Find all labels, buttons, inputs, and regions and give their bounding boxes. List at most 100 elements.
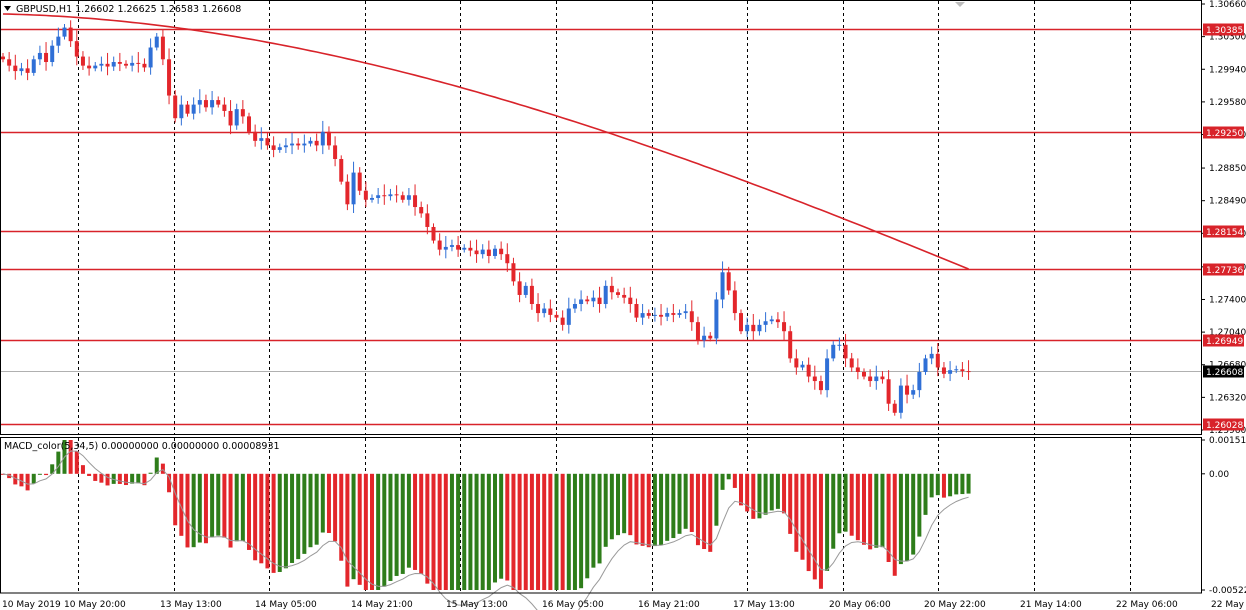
candle[interactable] xyxy=(886,370,891,411)
candle[interactable] xyxy=(31,55,36,76)
candle[interactable] xyxy=(185,100,190,117)
candle[interactable] xyxy=(499,241,504,260)
candle[interactable] xyxy=(259,127,264,150)
candle[interactable] xyxy=(443,236,448,259)
candle[interactable] xyxy=(683,304,688,319)
candle[interactable] xyxy=(456,236,461,257)
candle[interactable] xyxy=(240,100,245,124)
candle[interactable] xyxy=(935,342,940,377)
candle[interactable] xyxy=(283,138,288,154)
candle[interactable] xyxy=(80,51,85,70)
candle[interactable] xyxy=(179,95,184,126)
candle[interactable] xyxy=(339,155,344,185)
candle[interactable] xyxy=(87,56,92,76)
candle[interactable] xyxy=(320,120,325,155)
price-pane[interactable] xyxy=(1,13,1201,426)
candle[interactable] xyxy=(609,276,614,300)
candle[interactable] xyxy=(74,30,79,66)
candle[interactable] xyxy=(167,48,172,105)
candle[interactable] xyxy=(210,91,215,115)
candle[interactable] xyxy=(136,52,141,73)
candle[interactable] xyxy=(308,137,313,147)
candle[interactable] xyxy=(62,23,67,40)
candle[interactable] xyxy=(486,240,491,264)
candle[interactable] xyxy=(677,309,682,318)
candle[interactable] xyxy=(874,365,879,390)
candle[interactable] xyxy=(425,204,430,235)
candle[interactable] xyxy=(665,307,670,322)
candle[interactable] xyxy=(148,38,153,75)
candle[interactable] xyxy=(363,181,368,208)
candle[interactable] xyxy=(19,62,24,76)
candle[interactable] xyxy=(825,349,830,398)
candle[interactable] xyxy=(566,297,571,334)
candle[interactable] xyxy=(370,194,374,203)
candle[interactable] xyxy=(616,288,620,298)
candle[interactable] xyxy=(197,89,202,114)
candle[interactable] xyxy=(806,357,811,383)
candle[interactable] xyxy=(265,132,270,150)
candle[interactable] xyxy=(388,188,393,201)
candle[interactable] xyxy=(333,136,338,167)
candle[interactable] xyxy=(585,295,590,305)
candle[interactable] xyxy=(788,325,793,363)
candle[interactable] xyxy=(431,223,436,244)
candle[interactable] xyxy=(572,298,577,313)
candle[interactable] xyxy=(216,96,221,108)
symbol-triangle-icon[interactable] xyxy=(4,6,11,11)
candle[interactable] xyxy=(130,55,135,72)
candle[interactable] xyxy=(382,184,387,205)
candle[interactable] xyxy=(591,290,596,308)
candle[interactable] xyxy=(892,400,897,416)
candle[interactable] xyxy=(376,187,381,204)
candle[interactable] xyxy=(222,97,227,117)
candle[interactable] xyxy=(837,337,842,351)
candle[interactable] xyxy=(357,167,362,196)
candle[interactable] xyxy=(437,233,442,256)
candle[interactable] xyxy=(757,319,762,336)
candle[interactable] xyxy=(849,352,854,372)
candle[interactable] xyxy=(173,90,178,123)
candle[interactable] xyxy=(517,272,522,303)
candle[interactable] xyxy=(468,240,473,257)
candle[interactable] xyxy=(529,278,534,310)
candle[interactable] xyxy=(413,184,418,216)
candle[interactable] xyxy=(314,133,319,152)
candle[interactable] xyxy=(406,187,411,206)
candle[interactable] xyxy=(449,239,454,252)
candle[interactable] xyxy=(818,375,823,395)
candle[interactable] xyxy=(105,52,110,76)
candle[interactable] xyxy=(628,286,633,313)
candle[interactable] xyxy=(117,52,122,72)
candle[interactable] xyxy=(831,341,836,362)
candle[interactable] xyxy=(702,326,707,348)
candle[interactable] xyxy=(400,191,405,203)
candle[interactable] xyxy=(640,304,645,325)
moving-average-line[interactable] xyxy=(2,13,969,270)
candle[interactable] xyxy=(671,304,676,323)
scroll-marker-icon[interactable] xyxy=(955,2,965,7)
candle[interactable] xyxy=(25,59,30,81)
candle[interactable] xyxy=(93,62,98,72)
candle[interactable] xyxy=(50,40,55,67)
candle[interactable] xyxy=(462,244,467,253)
candle[interactable] xyxy=(1,52,5,63)
candle[interactable] xyxy=(868,369,873,387)
candle[interactable] xyxy=(843,333,848,368)
candle[interactable] xyxy=(634,298,639,322)
candle[interactable] xyxy=(695,316,700,345)
candle[interactable] xyxy=(659,304,664,326)
candle[interactable] xyxy=(345,174,350,211)
candle[interactable] xyxy=(290,132,295,155)
candle[interactable] xyxy=(203,94,208,112)
candle[interactable] xyxy=(880,371,885,384)
candle[interactable] xyxy=(966,360,971,380)
candle[interactable] xyxy=(480,244,485,259)
candle[interactable] xyxy=(394,185,399,203)
candle[interactable] xyxy=(111,56,116,71)
candle[interactable] xyxy=(745,317,750,338)
candle[interactable] xyxy=(941,362,946,379)
candle[interactable] xyxy=(560,310,565,331)
candle[interactable] xyxy=(923,354,928,375)
